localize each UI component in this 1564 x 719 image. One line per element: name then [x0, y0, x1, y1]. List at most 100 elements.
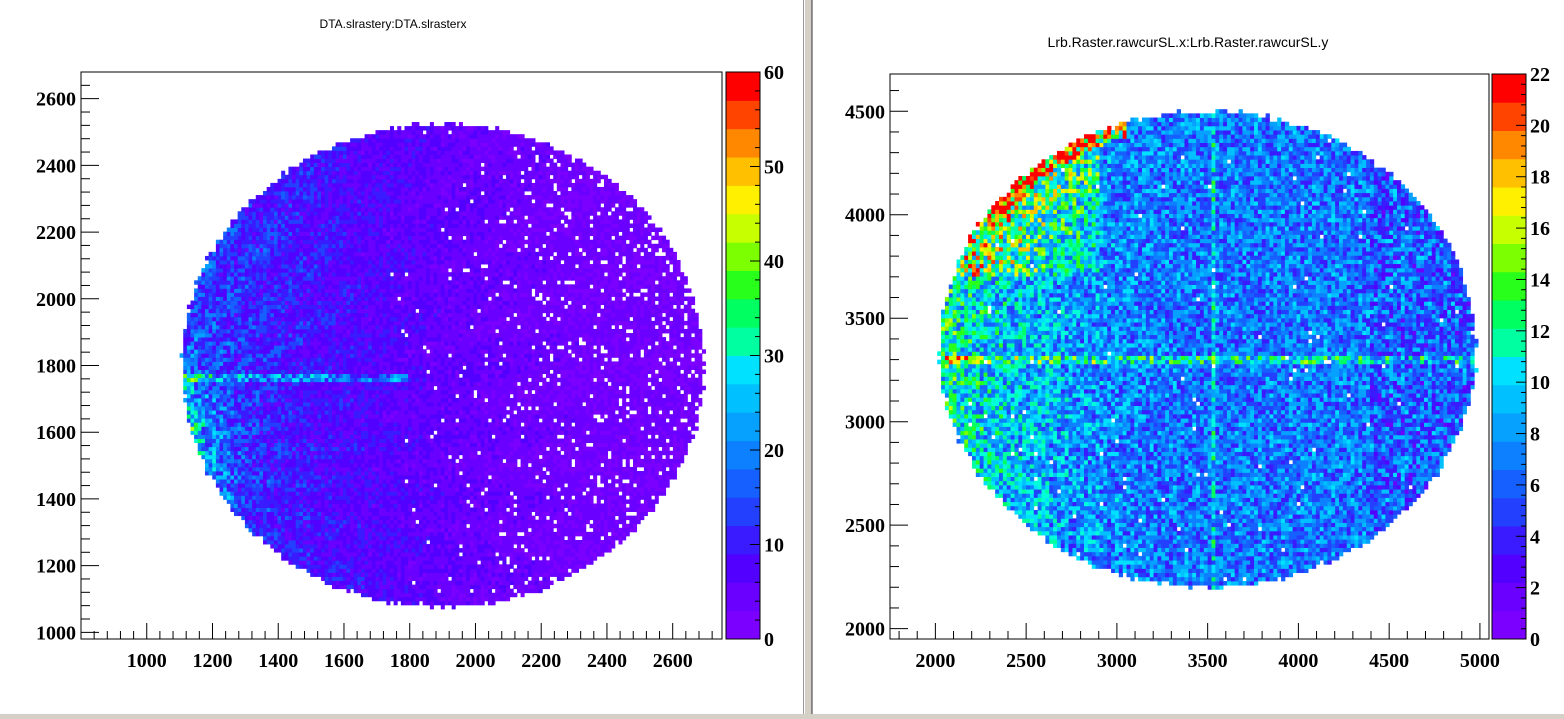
- heatmap-cell: [201, 414, 206, 419]
- heatmap-cell: [654, 454, 659, 460]
- heatmap-cell: [458, 434, 463, 439]
- heatmap-cell: [266, 471, 271, 476]
- heatmap-cell: [353, 458, 358, 464]
- heatmap-cell: [419, 584, 424, 590]
- heatmap-cell: [495, 442, 500, 448]
- heatmap-cell: [524, 450, 529, 456]
- heatmap-cell: [219, 450, 224, 456]
- heatmap-cell: [389, 544, 395, 549]
- heatmap-cell: [571, 475, 576, 480]
- heatmap-cell: [451, 475, 456, 480]
- heatmap-cell: [422, 531, 427, 537]
- heatmap-cell: [426, 446, 431, 452]
- heatmap-cell: [408, 495, 413, 500]
- heatmap-cell: [618, 430, 623, 435]
- heatmap-cell: [306, 511, 311, 517]
- heatmap-cell: [241, 406, 246, 411]
- heatmap-cell: [244, 475, 249, 480]
- heatmap-cell: [542, 434, 547, 439]
- heatmap-cell: [520, 535, 525, 541]
- heatmap-cell: [241, 491, 246, 496]
- heatmap-cell: [342, 454, 347, 460]
- heatmap-cell: [477, 491, 482, 496]
- left-canvas-pad[interactable]: DTA.slrastery:DTA.slrasterx 1000 1200 1400…: [0, 0, 804, 714]
- heatmap-cell: [230, 507, 235, 512]
- left-plot-area[interactable]: [179, 122, 706, 610]
- heatmap-cell: [339, 503, 344, 508]
- heatmap-cell: [564, 479, 569, 484]
- heatmap-cell: [451, 592, 456, 598]
- heatmap-cell: [553, 556, 558, 561]
- heatmap-cell: [611, 442, 616, 448]
- heatmap-cell: [484, 511, 489, 517]
- heatmap-cell: [299, 446, 304, 452]
- heatmap-cell: [498, 458, 503, 464]
- heatmap-cell: [487, 592, 492, 598]
- heatmap-cell: [651, 499, 656, 504]
- heatmap-cell: [324, 511, 329, 517]
- heatmap-cell: [313, 462, 318, 468]
- heatmap-cell: [567, 564, 572, 569]
- heatmap-cell: [237, 499, 242, 504]
- heatmap-cell: [208, 450, 213, 456]
- heatmap-cell: [411, 576, 416, 581]
- heatmap-cell: [404, 560, 409, 565]
- heatmap-cell: [353, 584, 358, 590]
- heatmap-cell: [335, 572, 340, 577]
- heatmap-cell: [208, 438, 213, 444]
- heatmap-cell: [331, 568, 336, 573]
- heatmap-cell: [375, 519, 380, 525]
- heatmap-cell: [353, 572, 358, 577]
- heatmap-cell: [614, 426, 619, 431]
- heatmap-cell: [484, 422, 489, 427]
- heatmap-cell: [415, 438, 420, 444]
- heatmap-cell: [404, 487, 409, 492]
- heatmap-cell: [375, 584, 380, 590]
- heatmap-cell: [458, 507, 463, 512]
- heatmap-cell: [404, 414, 409, 419]
- heatmap-cell: [284, 438, 289, 444]
- heatmap-cell: [422, 430, 427, 435]
- heatmap-cell: [364, 523, 369, 529]
- heatmap-cell: [292, 495, 297, 500]
- heatmap-cell: [266, 527, 271, 533]
- heatmap-cell: [331, 446, 336, 452]
- heatmap-cell: [411, 531, 416, 537]
- heatmap-cell: [433, 471, 438, 476]
- heatmap-cell: [324, 487, 329, 492]
- heatmap-cell: [306, 414, 311, 419]
- heatmap-cell: [422, 600, 427, 606]
- heatmap-cell: [371, 511, 376, 517]
- heatmap-cell: [353, 475, 358, 480]
- heatmap-cell: [542, 535, 547, 541]
- heatmap-cell: [295, 483, 300, 488]
- heatmap-cell: [567, 503, 572, 508]
- heatmap-cell: [397, 430, 402, 435]
- heatmap-cell: [527, 588, 532, 594]
- heatmap-cell: [444, 515, 449, 521]
- heatmap-cell: [444, 576, 449, 581]
- heatmap-cell: [516, 410, 521, 415]
- heatmap-cell: [419, 568, 424, 573]
- heatmap-cell: [574, 483, 580, 488]
- heatmap-cell: [466, 466, 471, 472]
- heatmap-cell: [368, 430, 373, 435]
- heatmap-cell: [317, 483, 322, 488]
- heatmap-cell: [466, 527, 471, 533]
- heatmap-cell: [448, 446, 453, 452]
- heatmap-cell: [205, 446, 210, 452]
- heatmap-cell: [433, 560, 438, 565]
- heatmap-cell: [589, 552, 594, 557]
- heatmap-cell: [382, 531, 387, 537]
- heatmap-cell: [324, 466, 329, 472]
- heatmap-cell: [317, 434, 322, 439]
- heatmap-cell: [317, 564, 322, 569]
- heatmap-cell: [578, 410, 583, 415]
- left-histogram-svg[interactable]: DTA.slrastery:DTA.slrasterx 1000 1200 1400…: [0, 0, 803, 714]
- heatmap-cell: [422, 527, 427, 533]
- heatmap-cell: [313, 503, 318, 508]
- heatmap-cell: [560, 540, 565, 545]
- heatmap-cell: [273, 483, 278, 488]
- heatmap-cell: [506, 531, 511, 537]
- heatmap-cell: [491, 438, 496, 444]
